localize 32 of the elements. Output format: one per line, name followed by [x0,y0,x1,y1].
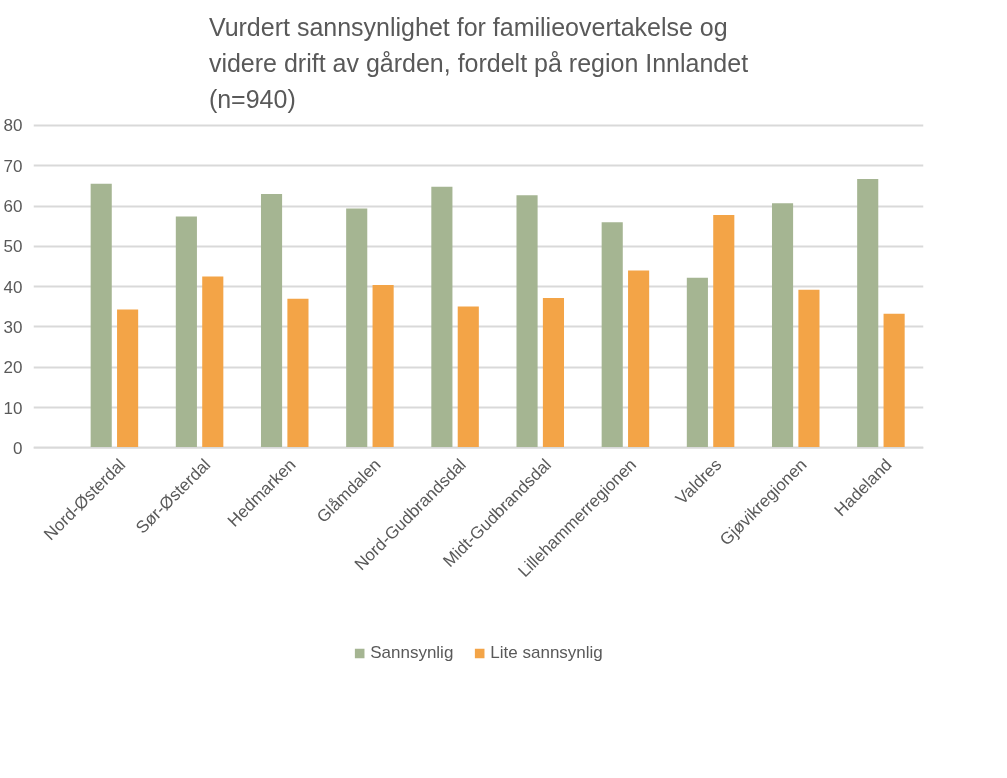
y-tick-label: 60 [3,197,23,217]
bar [175,216,197,448]
bar [771,203,794,448]
bar [857,179,879,448]
bar [883,313,905,448]
bar [686,277,708,448]
bar [798,289,820,448]
chart-title: Vurdert sannsynlighet for familieovertakelse og videre drift av gården, fordelt på region Innlandet (n=940) [208,12,749,114]
y-tick-label: 40 [3,277,23,297]
y-tick-label: 10 [3,398,23,418]
y-tick-label: 50 [3,237,23,257]
bar [542,297,565,448]
y-tick-label: 20 [3,358,23,378]
y-tick-label: 70 [3,156,23,176]
bar [90,183,112,448]
legend-label: Sannsynlig [370,643,454,663]
bar [202,276,224,448]
y-tick-label: 30 [3,317,23,337]
bar [260,193,283,448]
bar [346,208,368,448]
bar [372,285,394,448]
bar [516,195,538,448]
bar [117,309,139,448]
bar [601,222,623,448]
bar [628,270,650,448]
bar [431,186,453,448]
y-tick-label: 80 [3,116,23,136]
y-tick-label: 0 [13,438,23,458]
bar [457,306,479,448]
legend-label: Lite sannsynlig [490,643,603,663]
bar [713,214,735,448]
bar [287,298,309,448]
